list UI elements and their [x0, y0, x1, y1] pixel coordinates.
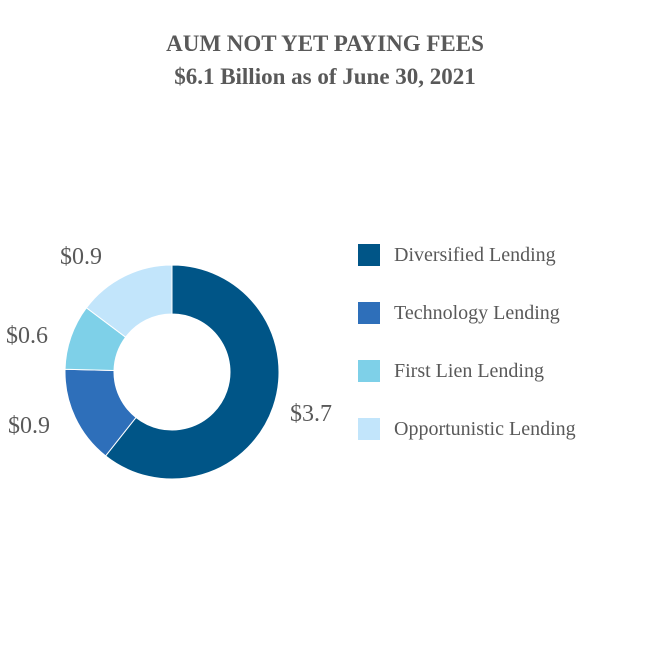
legend-swatch-first-lien-lending — [358, 360, 380, 382]
legend-swatch-technology-lending — [358, 302, 380, 324]
legend-label-technology-lending: Technology Lending — [394, 301, 560, 324]
donut-slice-opportunistic-lending — [85, 264, 173, 338]
chart-legend: Diversified Lending Technology Lending F… — [358, 226, 638, 458]
chart-title-block: AUM NOT YET PAYING FEES $6.1 Billion as … — [0, 27, 650, 93]
legend-item-technology-lending: Technology Lending — [358, 284, 638, 342]
data-label-technology-lending: $0.9 — [8, 413, 50, 439]
legend-label-opportunistic-lending: Opportunistic Lending — [394, 417, 576, 440]
data-label-opportunistic-lending: $0.9 — [60, 244, 102, 270]
data-label-first-lien-lending: $0.6 — [6, 323, 48, 349]
legend-swatch-opportunistic-lending — [358, 418, 380, 440]
legend-item-first-lien-lending: First Lien Lending — [358, 342, 638, 400]
legend-item-diversified-lending: Diversified Lending — [358, 226, 638, 284]
legend-label-diversified-lending: Diversified Lending — [394, 243, 556, 266]
legend-swatch-diversified-lending — [358, 244, 380, 266]
chart-subtitle: $6.1 Billion as of June 30, 2021 — [174, 64, 476, 89]
data-label-diversified-lending: $3.7 — [290, 401, 332, 427]
legend-label-first-lien-lending: First Lien Lending — [394, 359, 544, 382]
donut-slice-diversified-lending — [104, 264, 280, 480]
chart-title: AUM NOT YET PAYING FEES — [166, 31, 484, 56]
legend-item-opportunistic-lending: Opportunistic Lending — [358, 400, 638, 458]
